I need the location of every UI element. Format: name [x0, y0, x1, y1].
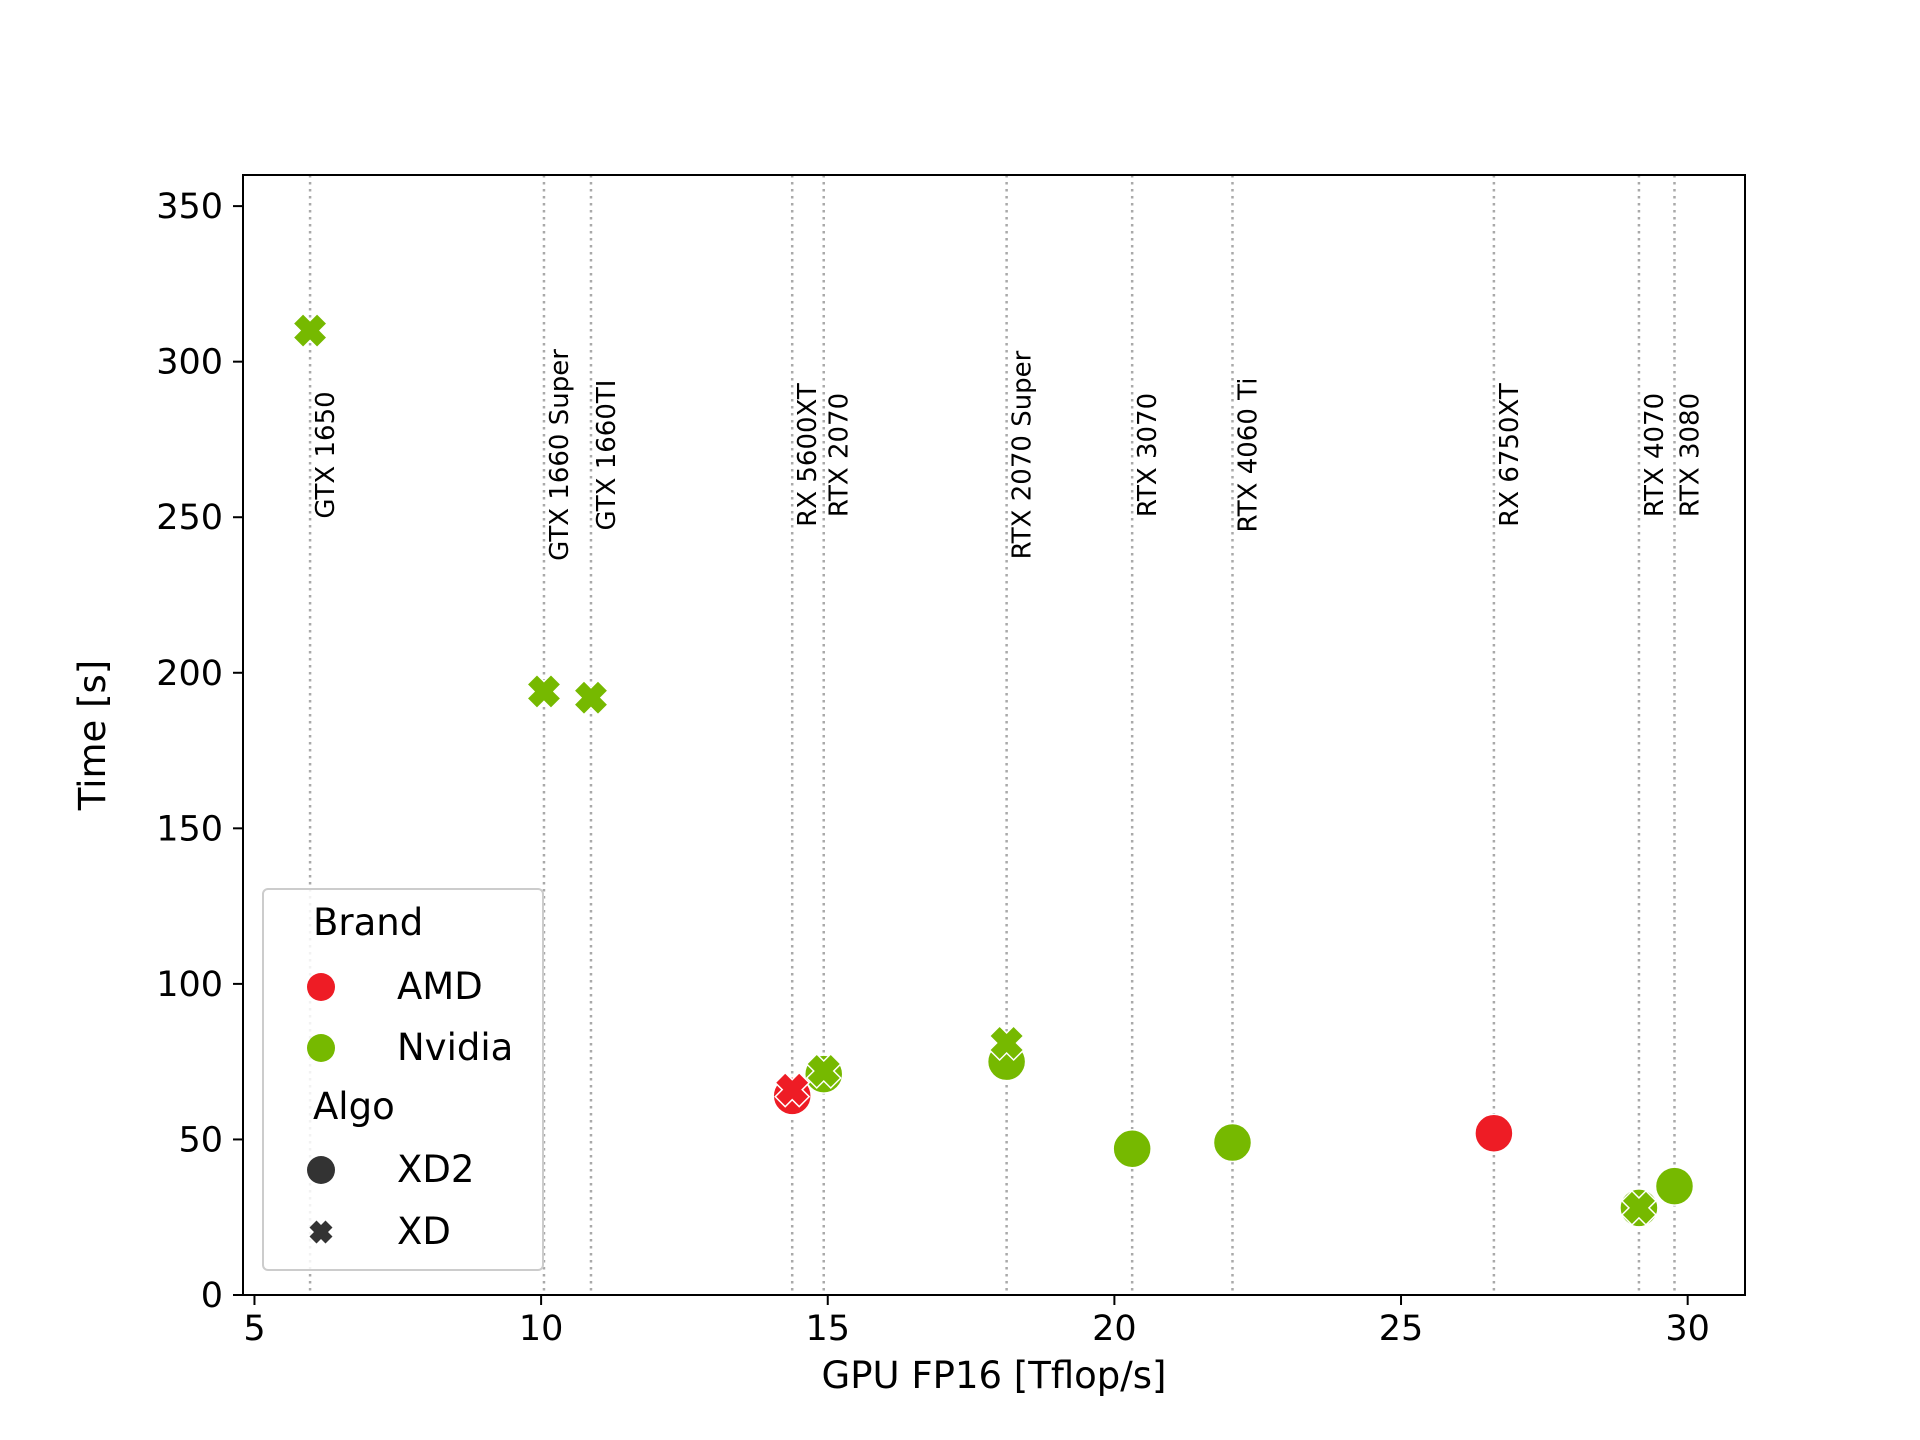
- y-tick-label: 250: [156, 498, 223, 538]
- gpu-label: RTX 4070: [1640, 393, 1670, 517]
- x-tick-label: 15: [805, 1309, 850, 1349]
- gpu-label: RTX 3070: [1133, 393, 1163, 517]
- y-tick-label: 50: [178, 1120, 223, 1160]
- y-tick-label: 0: [201, 1276, 223, 1316]
- gpu-label: RTX 2070: [825, 393, 855, 517]
- y-tick-label: 200: [156, 654, 223, 694]
- x-tick-label: 25: [1379, 1309, 1424, 1349]
- gpu-label: GTX 1650: [311, 391, 341, 518]
- plot-frame: [242, 174, 1746, 1296]
- point-nvidia-xd: [805, 1052, 842, 1090]
- reference-lines: GTX 1650 GTX 1660 Super GTX 1660TI RX 5600X…: [308, 175, 1705, 1295]
- y-tick-label: 300: [156, 343, 223, 383]
- legend: Brand AMD Nvidia Algo XD2 XD: [262, 888, 544, 1271]
- legend-brand-title: Brand: [313, 901, 423, 944]
- legend-nvidia-marker: [307, 1034, 335, 1062]
- y-tick-label: 350: [156, 187, 223, 227]
- gpu-label: RTX 4060 Ti: [1233, 378, 1263, 533]
- point-nvidia-xd: [988, 1024, 1025, 1062]
- y-axis-label: Time [s]: [71, 660, 114, 811]
- x-tick-label: 10: [519, 1309, 564, 1349]
- legend-algo-title: Algo: [313, 1085, 395, 1128]
- point-nvidia-xd2: [1112, 1129, 1152, 1169]
- x-axis-ticks: 5 10 15 20 25 30: [243, 1295, 1710, 1349]
- legend-xd-marker: [309, 1220, 333, 1244]
- point-nvidia-xd: [572, 679, 610, 716]
- legend-xd2-marker: [307, 1156, 335, 1184]
- point-amd-xd2: [1474, 1113, 1514, 1153]
- legend-amd-marker: [307, 973, 335, 1001]
- point-nvidia-xd: [525, 673, 563, 710]
- point-nvidia-xd2: [1654, 1166, 1695, 1206]
- gpu-label: RX 5600XT: [793, 383, 823, 527]
- gpu-label: GTX 1660 Super: [545, 349, 575, 561]
- x-tick-label: 20: [1092, 1309, 1137, 1349]
- point-nvidia-xd: [292, 312, 329, 349]
- point-amd-xd: [774, 1071, 811, 1108]
- gpu-label: RTX 3080: [1675, 393, 1705, 517]
- y-axis-ticks: 0 50 100 150 200 250 300 350: [156, 187, 243, 1316]
- gpu-label: GTX 1660TI: [592, 380, 622, 531]
- legend-nvidia-label: Nvidia: [397, 1026, 513, 1069]
- y-tick-label: 100: [156, 965, 223, 1005]
- x-tick-label: 5: [243, 1309, 265, 1349]
- x-tick-label: 30: [1665, 1309, 1710, 1349]
- point-nvidia-xd2: [1212, 1122, 1253, 1163]
- gpu-label: RTX 2070 Super: [1008, 350, 1038, 559]
- legend-xd-label: XD: [397, 1210, 451, 1253]
- y-tick-label: 150: [156, 809, 223, 849]
- point-nvidia-xd: [1620, 1189, 1658, 1226]
- x-axis-label: GPU FP16 [Tflop/s]: [822, 1354, 1167, 1397]
- legend-xd2-label: XD2: [397, 1148, 474, 1191]
- data-markers: [292, 312, 1695, 1228]
- legend-amd-label: AMD: [397, 965, 483, 1008]
- gpu-label: RX 6750XT: [1495, 383, 1525, 527]
